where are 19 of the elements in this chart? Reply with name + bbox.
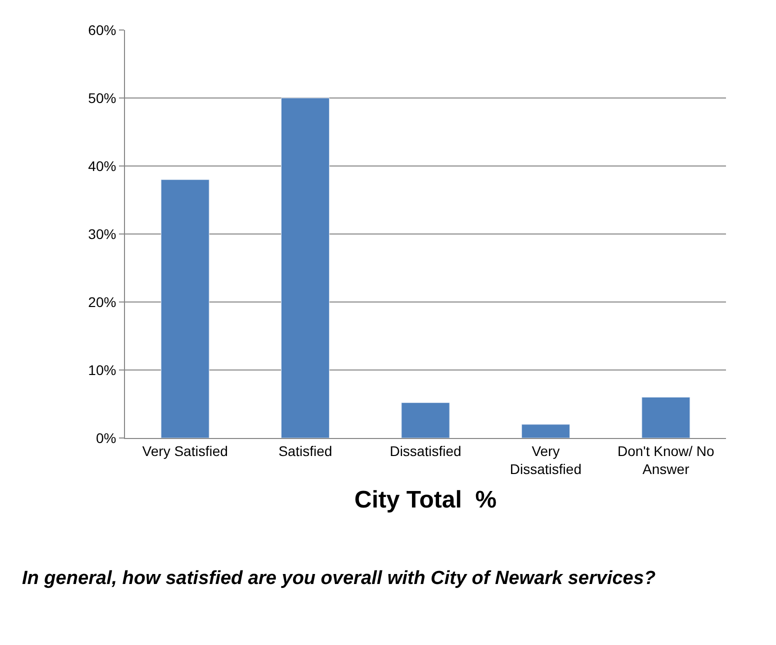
y-tick-label: 60% xyxy=(88,22,116,38)
bar xyxy=(401,402,450,438)
x-tick-label: Satisfied xyxy=(278,442,332,459)
y-tick-label: 0% xyxy=(96,430,116,446)
text: In general, how satisfied are you overall with City of Newark services? xyxy=(22,568,656,589)
y-tick-label: 10% xyxy=(88,362,116,378)
x-tick-label: Don't Know/ No Answer xyxy=(617,442,715,477)
bar xyxy=(281,98,330,438)
y-tick-label: 50% xyxy=(88,90,116,106)
x-axis-title: City Total % xyxy=(354,486,497,514)
bar xyxy=(521,424,570,438)
bar xyxy=(160,179,210,438)
y-tick-label: 30% xyxy=(88,226,116,242)
x-tick-label: Dissatisfied xyxy=(390,442,462,459)
x-tick-label: Very Dissatisfied xyxy=(510,442,582,477)
y-tick-label: 20% xyxy=(88,294,116,310)
y-tick-label: 40% xyxy=(88,158,116,174)
x-tick-label: Very Satisfied xyxy=(142,442,228,459)
bar xyxy=(642,396,690,438)
